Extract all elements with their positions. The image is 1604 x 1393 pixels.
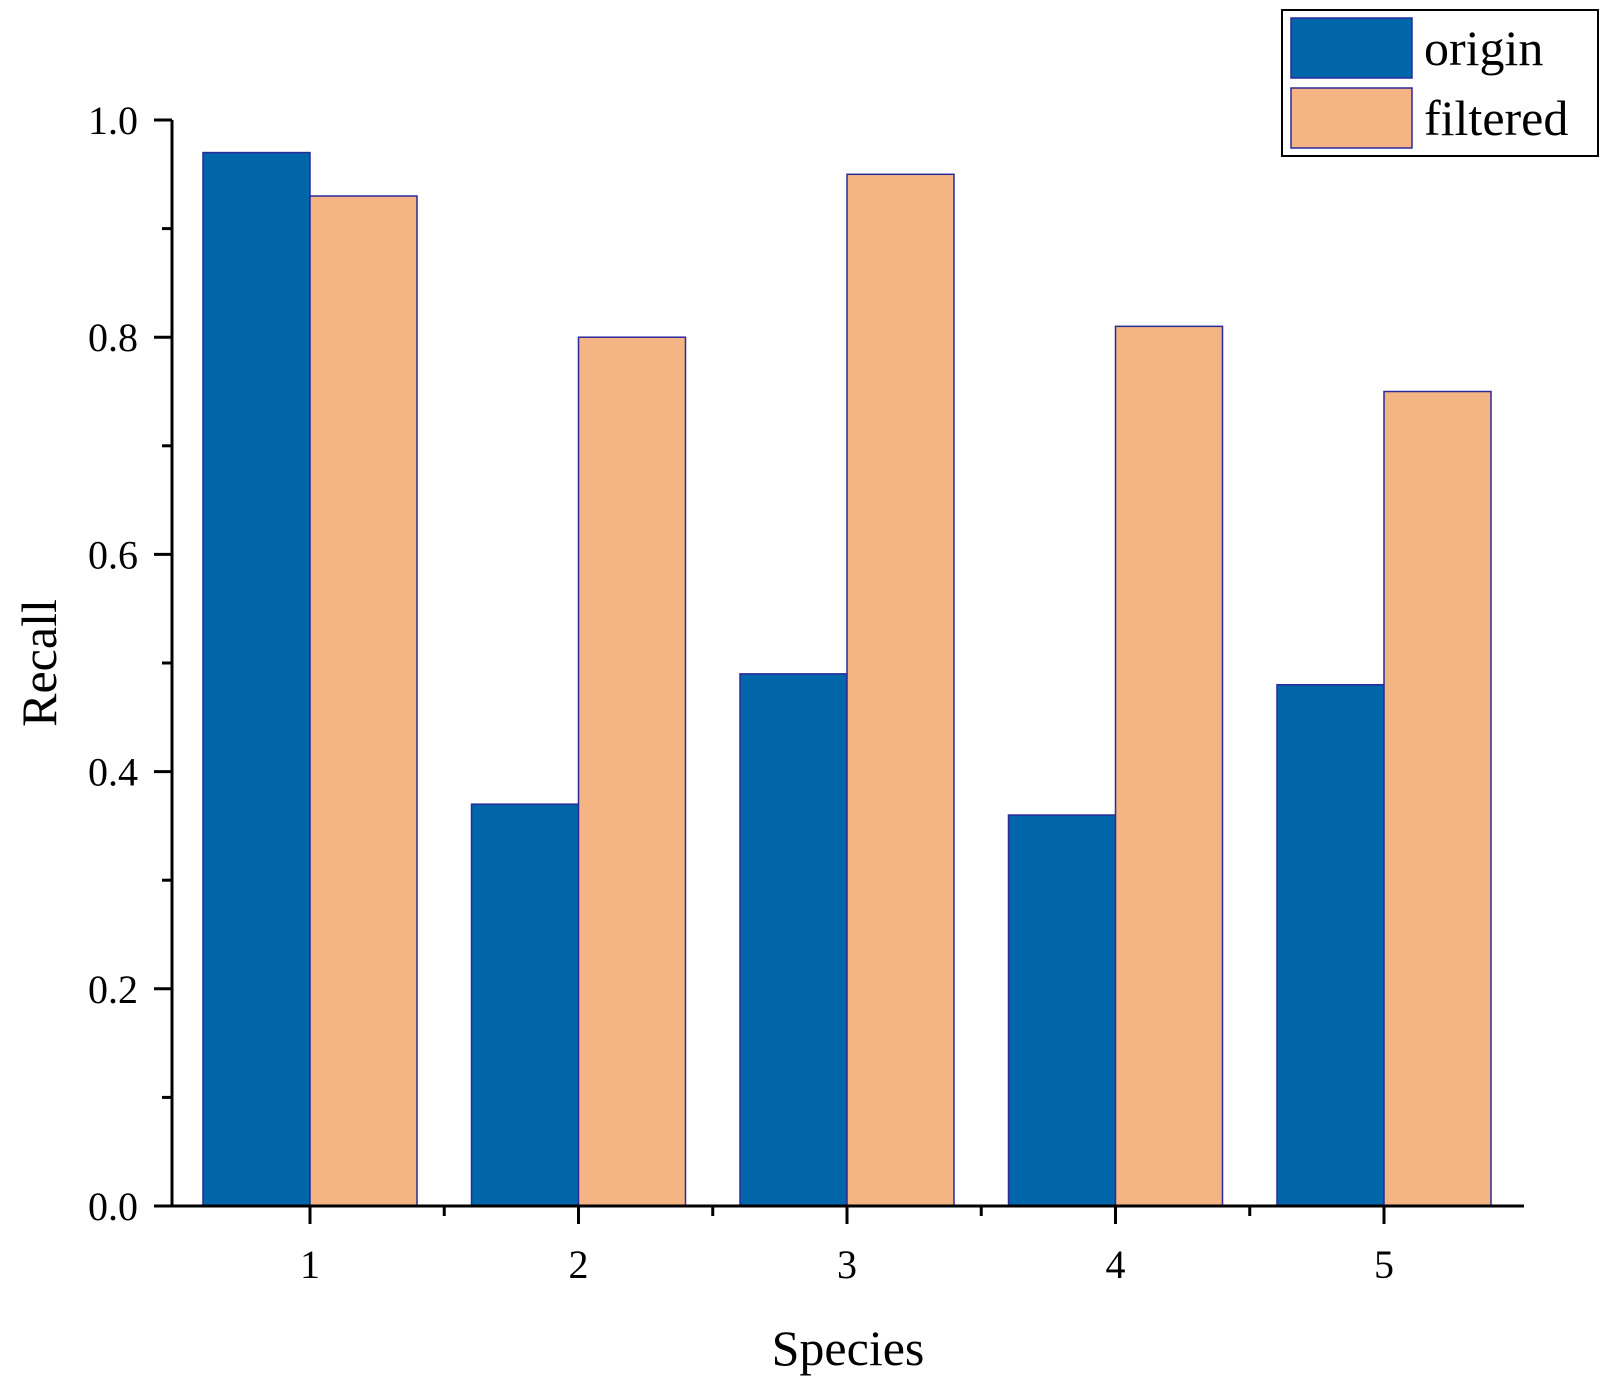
legend-swatch-origin bbox=[1290, 17, 1413, 79]
y-tick-label: 1.0 bbox=[88, 98, 138, 143]
legend: origin filtered bbox=[1281, 9, 1599, 157]
bars-layer bbox=[202, 151, 1492, 1207]
legend-label-filtered: filtered bbox=[1424, 90, 1568, 146]
y-tick-label: 0.6 bbox=[88, 532, 138, 577]
bar-filtered-species-3 bbox=[846, 173, 955, 1207]
x-tick-label: 3 bbox=[837, 1242, 857, 1287]
bar-filtered-species-5 bbox=[1383, 390, 1492, 1207]
y-tick-label: 0.4 bbox=[88, 750, 138, 795]
bar-origin-species-1 bbox=[202, 151, 311, 1207]
x-axis-ticks: 1 2 3 4 5 bbox=[300, 1206, 1394, 1287]
legend-label-origin: origin bbox=[1424, 20, 1543, 76]
y-tick-label: 0.8 bbox=[88, 315, 138, 360]
bar-filtered-species-4 bbox=[1114, 325, 1224, 1207]
x-tick-label: 2 bbox=[569, 1242, 589, 1287]
bar-origin-species-3 bbox=[739, 673, 848, 1207]
bar-filtered-species-1 bbox=[309, 195, 418, 1207]
x-axis-title: Species bbox=[772, 1320, 925, 1376]
y-tick-label: 0.0 bbox=[88, 1184, 138, 1229]
bar-filtered-species-2 bbox=[577, 336, 687, 1207]
bar-origin-species-4 bbox=[1007, 814, 1117, 1207]
x-tick-label: 1 bbox=[300, 1242, 320, 1287]
legend-swatch-filtered bbox=[1290, 87, 1413, 149]
x-tick-label: 4 bbox=[1106, 1242, 1126, 1287]
bar-origin-species-2 bbox=[470, 803, 580, 1207]
bar-origin-species-5 bbox=[1276, 683, 1385, 1207]
x-tick-label: 5 bbox=[1374, 1242, 1394, 1287]
y-axis-title: Recall bbox=[11, 599, 67, 727]
y-tick-label: 0.2 bbox=[88, 967, 138, 1012]
y-axis-ticks: 0.0 0.2 0.4 0.6 0.8 1.0 bbox=[88, 98, 172, 1229]
